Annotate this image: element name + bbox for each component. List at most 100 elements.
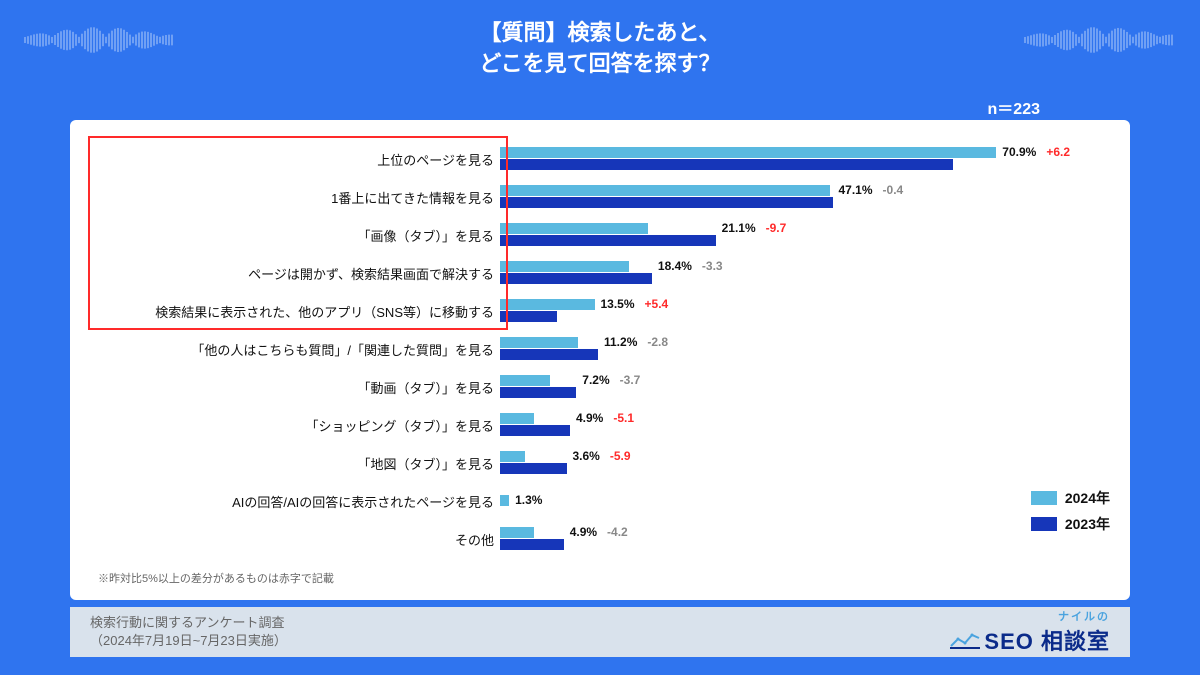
bars-group: 7.2% -3.7 (500, 375, 1060, 399)
value-label: 11.2% -2.8 (604, 335, 668, 349)
delta-value: -5.9 (610, 449, 631, 463)
bars-group: 21.1% -9.7 (500, 223, 1060, 247)
row-label: 1番上に出てきた情報を見る (70, 188, 500, 207)
delta-value: -2.8 (647, 335, 668, 349)
legend-swatch (1031, 491, 1057, 505)
percent-value: 47.1% (839, 183, 873, 197)
legend-label: 2023年 (1065, 514, 1110, 534)
row-label: 上位のページを見る (70, 150, 500, 169)
bar-2024 (500, 413, 534, 424)
percent-value: 70.9% (1002, 145, 1036, 159)
bars-group: 18.4% -3.3 (500, 261, 1060, 285)
footer-source: 検索行動に関するアンケート調査 （2024年7月19日~7月23日実施） (90, 614, 287, 650)
row-label: 「画像（タブ）」を見る (70, 226, 500, 245)
delta-value: -4.2 (607, 525, 628, 539)
value-label: 4.9% -5.1 (576, 411, 634, 425)
row-label: ページは開かず、検索結果画面で解決する (70, 264, 500, 283)
row-label: 検索結果に表示された、他のアプリ（SNS等）に移動する (70, 302, 500, 321)
bars-group: 70.9%+6.2 (500, 147, 1060, 171)
bar-2024 (500, 527, 534, 538)
title-line-2: どこを見て回答を探す？ (0, 49, 1200, 80)
chart-row: 「画像（タブ）」を見る 21.1% -9.7 (70, 216, 1130, 254)
chart-row: 「他の人はこちらも質問」/「関連した質問」を見る 11.2% -2.8 (70, 330, 1130, 368)
footnote: ※昨対比5%以上の差分があるものは赤字で記載 (98, 570, 334, 586)
footer-line-1: 検索行動に関するアンケート調査 (90, 614, 287, 632)
bars-group: 13.5% +5.4 (500, 299, 1060, 323)
chart-row: 1番上に出てきた情報を見る 47.1% -0.4 (70, 178, 1130, 216)
bar-2024 (500, 261, 629, 272)
percent-value: 21.1% (722, 221, 756, 235)
bar-2023 (500, 425, 570, 436)
bar-2024 (500, 185, 830, 196)
bar-2023 (500, 159, 953, 170)
bar-2023 (500, 463, 567, 474)
chart-row: AIの回答/AIの回答に表示されたページを見る 1.3% (70, 482, 1130, 520)
chart-row: 検索結果に表示された、他のアプリ（SNS等）に移動する 13.5% +5.4 (70, 292, 1130, 330)
bar-chart: 上位のページを見る70.9%+6.21番上に出てきた情報を見る47.1%-0.4… (70, 140, 1130, 558)
delta-value: +6.2 (1046, 145, 1070, 159)
delta-value: -0.4 (883, 183, 904, 197)
row-label: 「動画（タブ）」を見る (70, 378, 500, 397)
percent-value: 18.4% (658, 259, 692, 273)
row-label: 「地図（タブ）」を見る (70, 454, 500, 473)
value-label: 21.1% -9.7 (722, 221, 787, 235)
bar-2023 (500, 311, 557, 322)
chart-row: 「ショッピング（タブ）」を見る 4.9% -5.1 (70, 406, 1130, 444)
logo-bottom-text: SEO 相談室 (984, 624, 1110, 656)
chart-row: ページは開かず、検索結果画面で解決する 18.4% -3.3 (70, 254, 1130, 292)
percent-value: 13.5% (601, 297, 635, 311)
value-label: 3.6%-5.9 (573, 449, 631, 463)
value-label: 13.5% +5.4 (601, 297, 669, 311)
legend-label: 2024年 (1065, 488, 1110, 508)
bars-group: 11.2% -2.8 (500, 337, 1060, 361)
bar-2023 (500, 235, 716, 246)
bar-2024 (500, 147, 996, 158)
legend: 2024年 2023年 (1031, 488, 1110, 540)
delta-value: -9.7 (766, 221, 787, 235)
percent-value: 4.9% (576, 411, 603, 425)
row-label: 「他の人はこちらも質問」/「関連した質問」を見る (70, 340, 500, 359)
value-label: 4.9%-4.2 (570, 525, 628, 539)
title-line-1: 【質問】検索したあと、 (0, 18, 1200, 49)
chart-card: 上位のページを見る70.9%+6.21番上に出てきた情報を見る47.1%-0.4… (70, 120, 1130, 600)
percent-value: 11.2% (604, 335, 637, 349)
value-label: 1.3% (515, 493, 542, 507)
bars-group: 4.9%-4.2 (500, 527, 1060, 551)
value-label: 47.1% -0.4 (839, 183, 904, 197)
chart-row: その他 4.9%-4.2 (70, 520, 1130, 558)
value-label: 7.2% -3.7 (582, 373, 640, 387)
legend-swatch (1031, 517, 1057, 531)
page-title: 【質問】検索したあと、 どこを見て回答を探す？ (0, 18, 1200, 80)
bar-2024 (500, 299, 595, 310)
chart-row: 「地図（タブ）」を見る 3.6%-5.9 (70, 444, 1130, 482)
bar-2023 (500, 387, 576, 398)
row-label: その他 (70, 530, 500, 549)
delta-value: +5.4 (645, 297, 669, 311)
bar-2024 (500, 451, 525, 462)
logo-top-text: ナイルの (950, 608, 1110, 624)
bars-group: 3.6%-5.9 (500, 451, 1060, 475)
bar-2024 (500, 223, 648, 234)
delta-value: -5.1 (613, 411, 634, 425)
bar-2024 (500, 375, 550, 386)
bars-group: 4.9% -5.1 (500, 413, 1060, 437)
bars-group: 47.1% -0.4 (500, 185, 1060, 209)
bar-2023 (500, 539, 564, 550)
logo-chart-icon (950, 631, 980, 649)
delta-value: -3.7 (620, 373, 641, 387)
bar-2023 (500, 197, 833, 208)
footer-line-2: （2024年7月19日~7月23日実施） (90, 632, 287, 650)
bar-2024 (500, 495, 509, 506)
percent-value: 7.2% (582, 373, 609, 387)
chart-row: 「動画（タブ）」を見る 7.2% -3.7 (70, 368, 1130, 406)
footer-bar: 検索行動に関するアンケート調査 （2024年7月19日~7月23日実施） ナイル… (70, 607, 1130, 657)
delta-value: -3.3 (702, 259, 723, 273)
legend-item: 2023年 (1031, 514, 1110, 534)
bar-2023 (500, 273, 652, 284)
row-label: 「ショッピング（タブ）」を見る (70, 416, 500, 435)
row-label: AIの回答/AIの回答に表示されたページを見る (70, 492, 500, 511)
value-label: 70.9% +6.2 (1002, 145, 1070, 159)
sample-size: n＝223 (988, 95, 1040, 119)
chart-row: 上位のページを見る 70.9% +6.2 (70, 140, 1130, 178)
bars-group: 1.3% (500, 495, 1060, 507)
